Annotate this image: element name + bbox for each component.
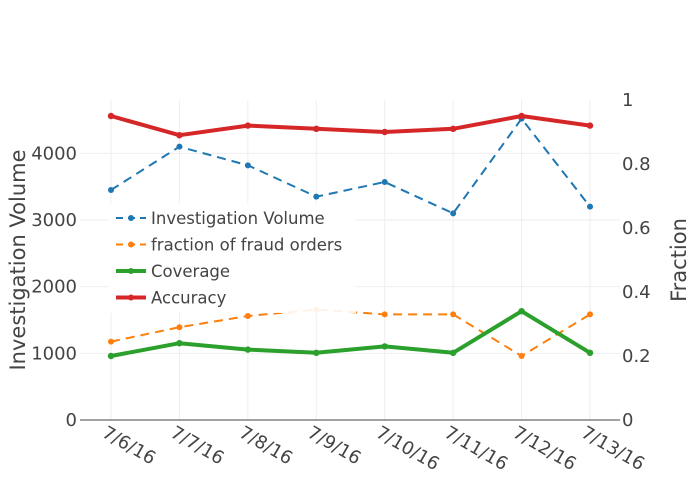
data-point <box>381 311 388 318</box>
data-point <box>108 338 114 345</box>
y-left-tick-label: 2000 <box>31 277 77 298</box>
legend[interactable]: Investigation Volume fraction of fraud or… <box>108 203 356 313</box>
data-point <box>450 311 457 318</box>
x-tick-label: 7/6/16 <box>99 422 160 469</box>
data-point <box>450 210 457 217</box>
legend-item[interactable]: Investigation Volume <box>116 209 325 228</box>
data-point <box>244 162 251 169</box>
data-point <box>108 187 114 193</box>
legend-marker <box>128 215 134 221</box>
data-point <box>587 311 594 318</box>
data-point <box>518 353 525 359</box>
legend-label: Coverage <box>151 262 230 281</box>
data-point <box>518 112 525 120</box>
data-point <box>176 340 183 347</box>
legend-marker <box>128 241 134 248</box>
data-point <box>313 349 320 356</box>
data-point <box>518 308 525 315</box>
legend-label: Investigation Volume <box>151 209 325 228</box>
series-line <box>110 117 591 215</box>
data-point <box>313 193 320 200</box>
series-line <box>110 114 591 138</box>
y-left-tick-label: 1000 <box>31 343 77 364</box>
legend-label: Accuracy <box>151 289 227 308</box>
data-point <box>449 349 457 356</box>
legend-marker <box>128 294 134 301</box>
y-left-tick-label: 3000 <box>31 210 77 231</box>
series-line <box>110 309 592 358</box>
legend-background <box>108 203 356 313</box>
data-point <box>586 349 594 356</box>
y-right-tick-label: 0.6 <box>622 218 651 239</box>
x-tick-label: 7/11/16 <box>441 422 512 475</box>
data-point <box>107 112 115 120</box>
series-3 <box>107 112 594 139</box>
x-tick-label: 7/9/16 <box>304 422 365 469</box>
data-point <box>449 125 457 132</box>
y-right-tick-label: 0.2 <box>622 346 651 367</box>
y-left-tick-label: 4000 <box>31 143 77 164</box>
legend-item[interactable]: fraction of fraud orders <box>116 236 342 255</box>
legend-item[interactable]: Accuracy <box>116 289 227 308</box>
y-left-tick-label: 0 <box>66 410 77 431</box>
legend-label: fraction of fraud orders <box>151 236 342 255</box>
data-point <box>176 143 183 150</box>
x-tick-label: 7/13/16 <box>578 422 649 475</box>
legend-item[interactable]: Coverage <box>116 262 230 281</box>
data-point <box>313 125 320 132</box>
data-point <box>244 346 252 353</box>
x-tick-label: 7/7/16 <box>167 422 228 469</box>
data-point <box>381 128 388 136</box>
data-point <box>586 122 594 129</box>
data-point <box>381 179 388 185</box>
data-point <box>244 122 252 129</box>
data-point <box>176 324 183 331</box>
y-right-tick-label: 1 <box>622 90 633 111</box>
legend-marker <box>128 268 134 274</box>
data-point <box>107 352 115 360</box>
data-point <box>381 343 388 350</box>
data-point <box>176 132 183 139</box>
y-axis-left-title: Investigation Volume <box>6 149 30 370</box>
data-point <box>244 313 251 319</box>
y-axis-right-title: Fraction <box>667 218 691 302</box>
y-right-tick-label: 0.4 <box>622 282 651 303</box>
x-tick-label: 7/12/16 <box>509 422 580 475</box>
series-0 <box>108 115 594 217</box>
x-tick-label: 7/10/16 <box>372 422 443 475</box>
y-right-tick-label: 0.8 <box>622 154 651 175</box>
x-tick-label: 7/8/16 <box>235 422 296 469</box>
data-point <box>587 203 594 210</box>
series-2 <box>107 308 594 360</box>
y-right-tick-label: 0 <box>622 410 633 431</box>
